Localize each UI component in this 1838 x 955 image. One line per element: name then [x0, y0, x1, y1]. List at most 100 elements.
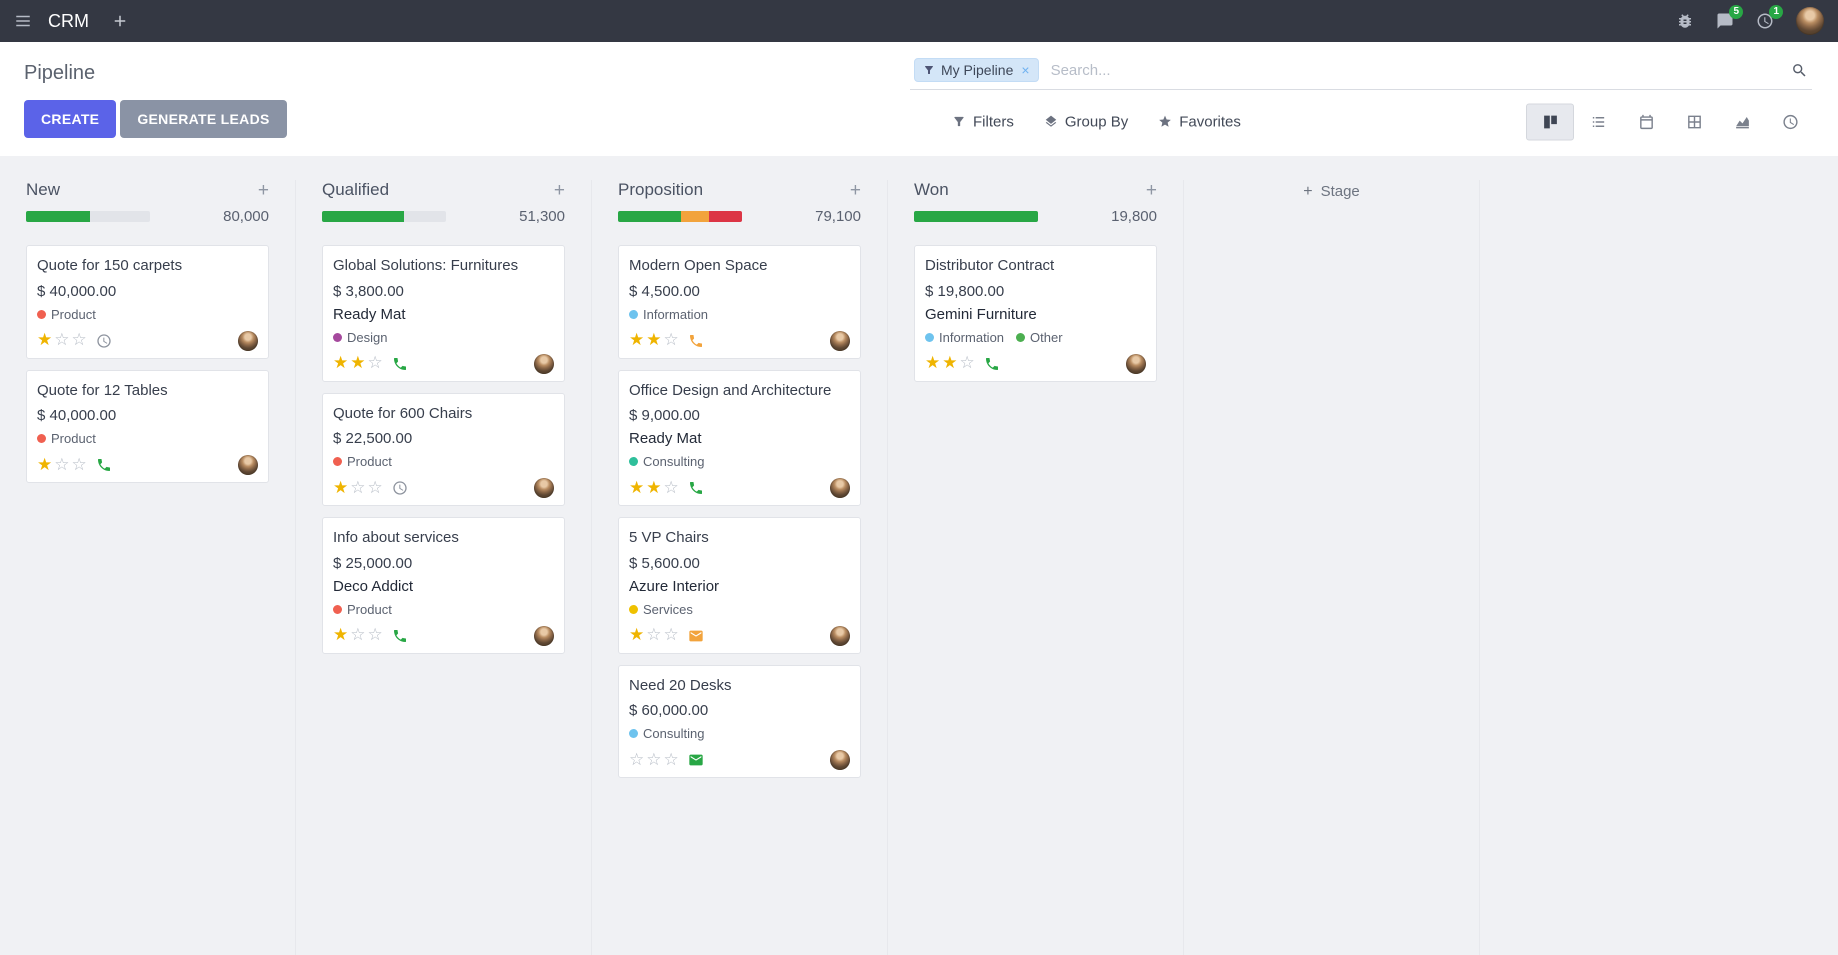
priority-star-icon[interactable]: ★ [333, 477, 349, 497]
group-by-menu[interactable]: Group By [1044, 113, 1128, 130]
plus-icon[interactable] [111, 12, 129, 30]
tag-label: Product [51, 431, 96, 446]
apps-menu-icon[interactable] [14, 12, 32, 30]
progress-segment[interactable] [681, 211, 709, 222]
priority-star-icon[interactable]: ☆ [646, 625, 662, 644]
facet-label: My Pipeline [941, 62, 1014, 78]
priority-star-icon[interactable]: ☆ [350, 477, 366, 497]
card-stars: ★ ★ ☆ [629, 479, 681, 498]
progress-segment[interactable] [322, 211, 404, 222]
priority-star-icon[interactable]: ☆ [663, 749, 679, 769]
debug-bug-icon[interactable] [1676, 12, 1694, 30]
activities-clock-icon[interactable]: 1 [1756, 5, 1783, 30]
phone-activity-icon[interactable] [688, 333, 704, 349]
column-quick-add-button[interactable]: + [849, 179, 861, 201]
kanban-card[interactable]: Quote for 12 Tables $ 40,000.00 Product … [26, 369, 269, 483]
priority-star-icon[interactable]: ★ [629, 477, 645, 497]
column-quick-add-button[interactable]: + [257, 179, 269, 201]
search-input[interactable] [1048, 60, 1791, 80]
envelope-activity-icon[interactable] [688, 752, 704, 768]
kanban-column: Won + 19,800 Distributor Contract $ 19,8… [888, 180, 1184, 955]
priority-star-icon[interactable]: ☆ [629, 749, 645, 769]
priority-star-icon[interactable]: ★ [333, 353, 349, 372]
column-cards: Modern Open Space $ 4,500.00 Information… [618, 245, 861, 778]
favorites-menu[interactable]: Favorites [1158, 113, 1241, 130]
kanban-card[interactable]: Info about services $ 25,000.00 Deco Add… [322, 517, 565, 654]
activity-view-button[interactable] [1766, 103, 1814, 140]
card-title: Quote for 12 Tables [37, 381, 168, 399]
kanban-card[interactable]: Distributor Contract $ 19,800.00 Gemini … [914, 245, 1157, 382]
column-total: 80,000 [223, 208, 269, 225]
filters-menu[interactable]: Filters [952, 113, 1014, 130]
priority-star-icon[interactable]: ☆ [367, 625, 383, 644]
priority-star-icon[interactable]: ★ [37, 454, 53, 474]
priority-star-icon[interactable]: ☆ [367, 477, 383, 497]
kanban-card[interactable]: Modern Open Space $ 4,500.00 Information… [618, 245, 861, 359]
priority-star-icon[interactable]: ★ [629, 625, 645, 644]
search-options: Filters Group By Favorites [952, 113, 1241, 130]
progress-segment[interactable] [914, 211, 1038, 222]
kanban-card[interactable]: Office Design and Architecture $ 9,000.0… [618, 369, 861, 506]
phone-activity-icon[interactable] [688, 480, 704, 496]
priority-star-icon[interactable]: ☆ [663, 625, 679, 644]
kanban-card[interactable]: Global Solutions: Furnitures $ 3,800.00 … [322, 245, 565, 382]
add-stage-label: Stage [1320, 183, 1360, 200]
priority-star-icon[interactable]: ★ [942, 353, 958, 372]
view-switcher [1526, 103, 1814, 141]
card-title: Quote for 150 carpets [37, 257, 183, 274]
kanban-card[interactable]: 5 VP Chairs $ 5,600.00 Azure Interior Se… [618, 517, 861, 654]
priority-star-icon[interactable]: ☆ [71, 454, 87, 474]
priority-star-icon[interactable]: ☆ [959, 353, 975, 372]
phone-activity-icon[interactable] [984, 356, 1000, 372]
priority-star-icon[interactable]: ★ [646, 477, 662, 497]
priority-star-icon[interactable]: ☆ [54, 454, 70, 474]
calendar-view-button[interactable] [1622, 103, 1670, 140]
progress-segment[interactable] [618, 211, 682, 222]
priority-star-icon[interactable]: ★ [350, 353, 366, 372]
priority-star-icon[interactable]: ☆ [71, 330, 87, 349]
phone-activity-icon[interactable] [96, 457, 112, 473]
column-quick-add-button[interactable]: + [1145, 179, 1157, 201]
card-tags: Information Other [925, 330, 1146, 345]
app-name[interactable]: CRM [48, 10, 89, 31]
column-quick-add-button[interactable]: + [553, 179, 565, 201]
priority-star-icon[interactable]: ★ [646, 330, 662, 349]
kanban-card[interactable]: Quote for 600 Chairs $ 22,500.00 Product… [322, 392, 565, 506]
kanban-card[interactable]: Need 20 Desks $ 60,000.00 Consulting ☆ ☆ ☆ [618, 664, 861, 778]
kanban-card[interactable]: Quote for 150 carpets $ 40,000.00 Produc… [26, 245, 269, 359]
search-bar[interactable]: My Pipeline × [910, 56, 1812, 90]
priority-star-icon[interactable]: ☆ [646, 749, 662, 769]
facet-remove-icon[interactable]: × [1021, 62, 1030, 78]
priority-star-icon[interactable]: ★ [629, 330, 645, 349]
topbar: CRM 5 1 [0, 0, 1838, 42]
list-view-button[interactable] [1574, 103, 1622, 140]
user-avatar[interactable] [1796, 7, 1824, 35]
priority-star-icon[interactable]: ☆ [54, 330, 70, 349]
priority-star-icon[interactable]: ☆ [663, 330, 679, 349]
tag-color-dot [629, 729, 638, 738]
generate-leads-button[interactable]: GENERATE LEADS [120, 100, 287, 138]
envelope-activity-icon[interactable] [688, 628, 704, 644]
graph-view-icon [1735, 116, 1749, 129]
priority-star-icon[interactable]: ☆ [367, 353, 383, 372]
progress-segment[interactable] [708, 211, 742, 222]
progress-segment[interactable] [26, 211, 91, 222]
pivot-view-button[interactable] [1670, 103, 1718, 140]
kanban-view-button[interactable] [1526, 103, 1574, 141]
phone-activity-icon[interactable] [392, 628, 408, 644]
phone-activity-icon[interactable] [392, 356, 408, 372]
priority-star-icon[interactable]: ★ [37, 330, 53, 349]
create-button[interactable]: CREATE [24, 100, 117, 138]
column-total: 51,300 [519, 208, 565, 225]
priority-star-icon[interactable]: ★ [925, 353, 941, 372]
add-stage-button[interactable]: + Stage [1303, 183, 1360, 200]
graph-view-button[interactable] [1718, 103, 1766, 140]
clock-activity-icon[interactable] [392, 480, 408, 496]
messages-icon[interactable]: 5 [1716, 5, 1743, 30]
salesperson-avatar [830, 478, 850, 498]
priority-star-icon[interactable]: ☆ [350, 625, 366, 644]
search-icon[interactable] [1791, 62, 1808, 79]
clock-activity-icon[interactable] [96, 333, 112, 349]
priority-star-icon[interactable]: ★ [333, 625, 349, 644]
priority-star-icon[interactable]: ☆ [663, 477, 679, 497]
